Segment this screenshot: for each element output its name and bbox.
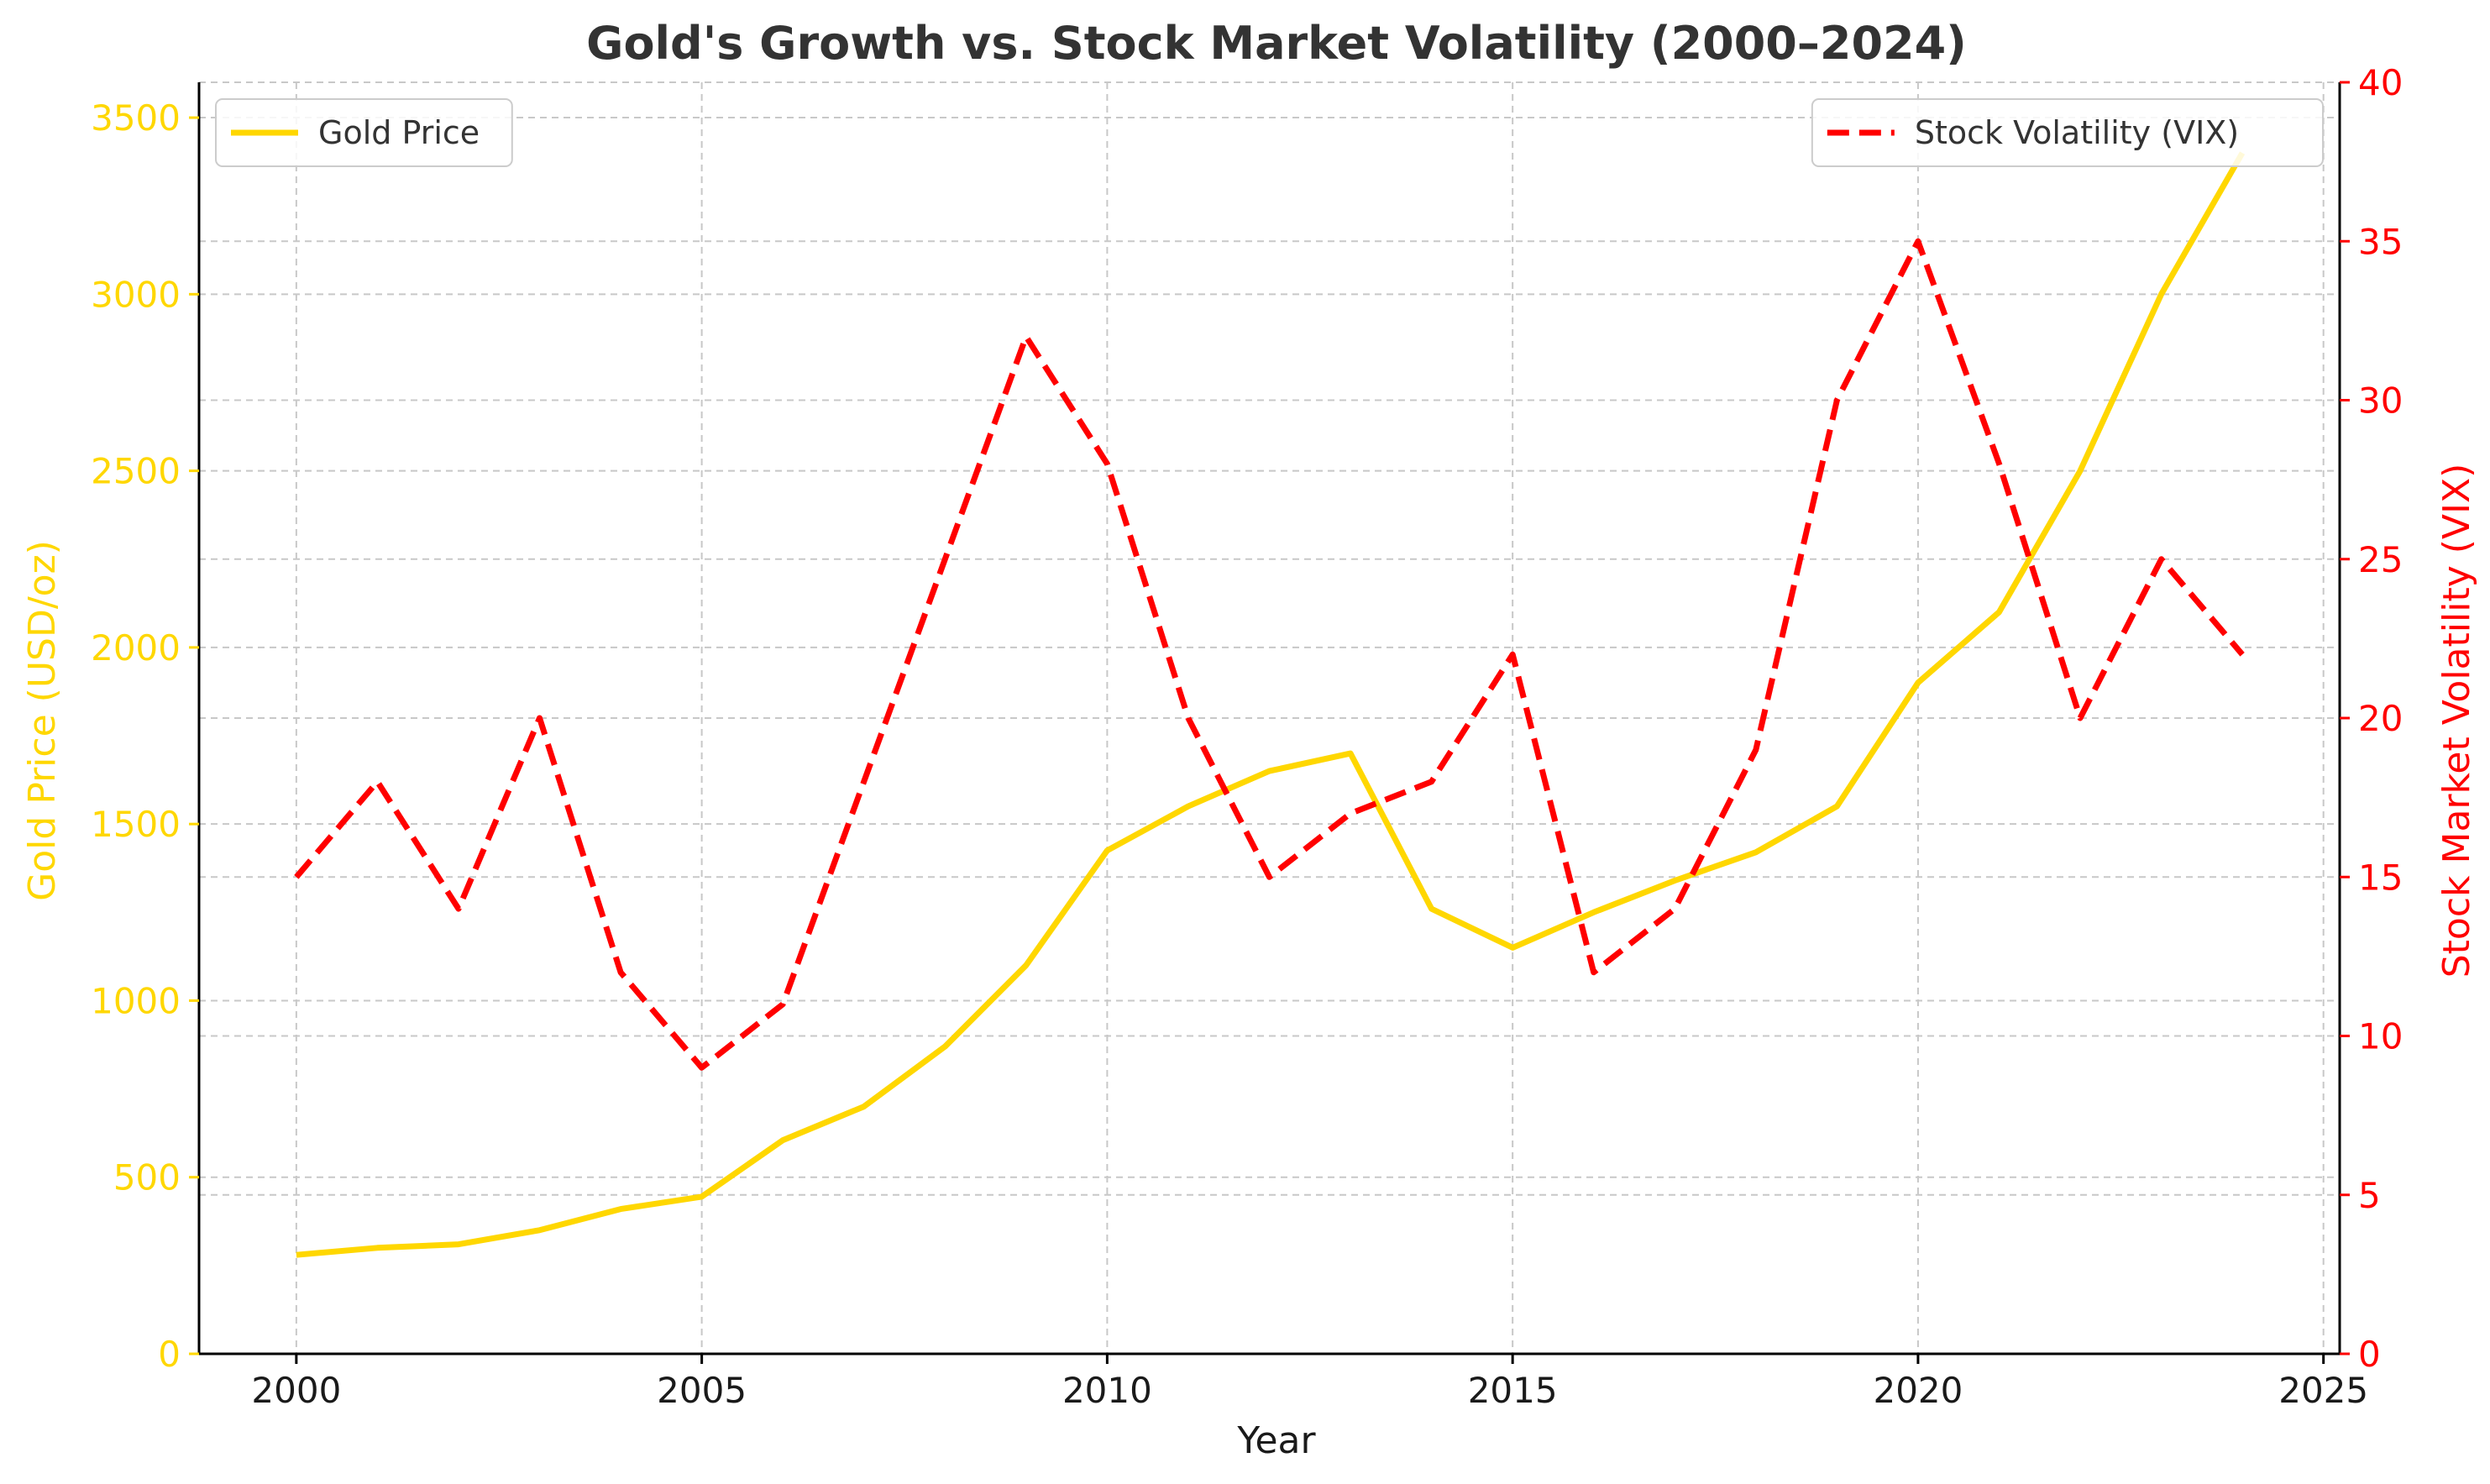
y-left-tick-label: 0 [158,1334,181,1375]
y-right-tick-label: 25 [2358,539,2403,580]
x-tick-label: 2010 [1062,1370,1152,1411]
legend-label: Gold Price [318,114,480,151]
x-tick-label: 2005 [657,1370,747,1411]
series-line-1 [294,238,2245,1071]
y-right-tick-label: 5 [2358,1175,2381,1216]
legends: Gold Price Stock Volatility (VIX) [215,98,2325,167]
y-right-tick-label: 35 [2358,221,2403,262]
y-right-tick-label: 20 [2358,698,2403,739]
y-right-tick-label: 15 [2358,857,2403,898]
y-right-tick-label: 30 [2358,380,2403,422]
series-lines [294,151,2246,1258]
axes: 2000 2005 2010 2015 2020 20250500100015002000… [91,62,2403,1411]
y-axis-left-label: Gold Price (USD/oz) [21,540,64,901]
series-line-0 [296,151,2246,1258]
y-left-tick-label: 3000 [91,274,181,315]
y-left-tick-label: 500 [113,1157,181,1198]
y-left-tick-label: 2000 [91,627,181,669]
y-right-tick-label: 10 [2358,1016,2403,1057]
x-tick-label: 2020 [1873,1370,1963,1411]
y-left-tick-label: 3500 [91,97,181,139]
legend-box [1811,98,2325,167]
chart-title: Gold's Growth vs. Stock Market Volatilit… [586,17,1967,70]
y-right-tick-label: 0 [2358,1334,2381,1375]
legend-top-left: Gold Price [215,98,513,167]
x-axis-label: Year [1236,1419,1316,1462]
y-right-tick-label: 40 [2358,62,2403,103]
legend-box [215,98,513,167]
x-tick-label: 2000 [251,1370,341,1411]
legend-top-right: Stock Volatility (VIX) [1811,98,2325,167]
y-left-tick-label: 1000 [91,980,181,1021]
y-left-tick-label: 2500 [91,451,181,492]
y-axis-right-label: Stock Market Volatility (VIX) [2435,464,2478,978]
x-tick-label: 2015 [1468,1370,1558,1411]
legend-label: Stock Volatility (VIX) [1915,114,2239,151]
y-left-tick-label: 1500 [91,804,181,845]
x-tick-label: 2025 [2278,1370,2368,1411]
